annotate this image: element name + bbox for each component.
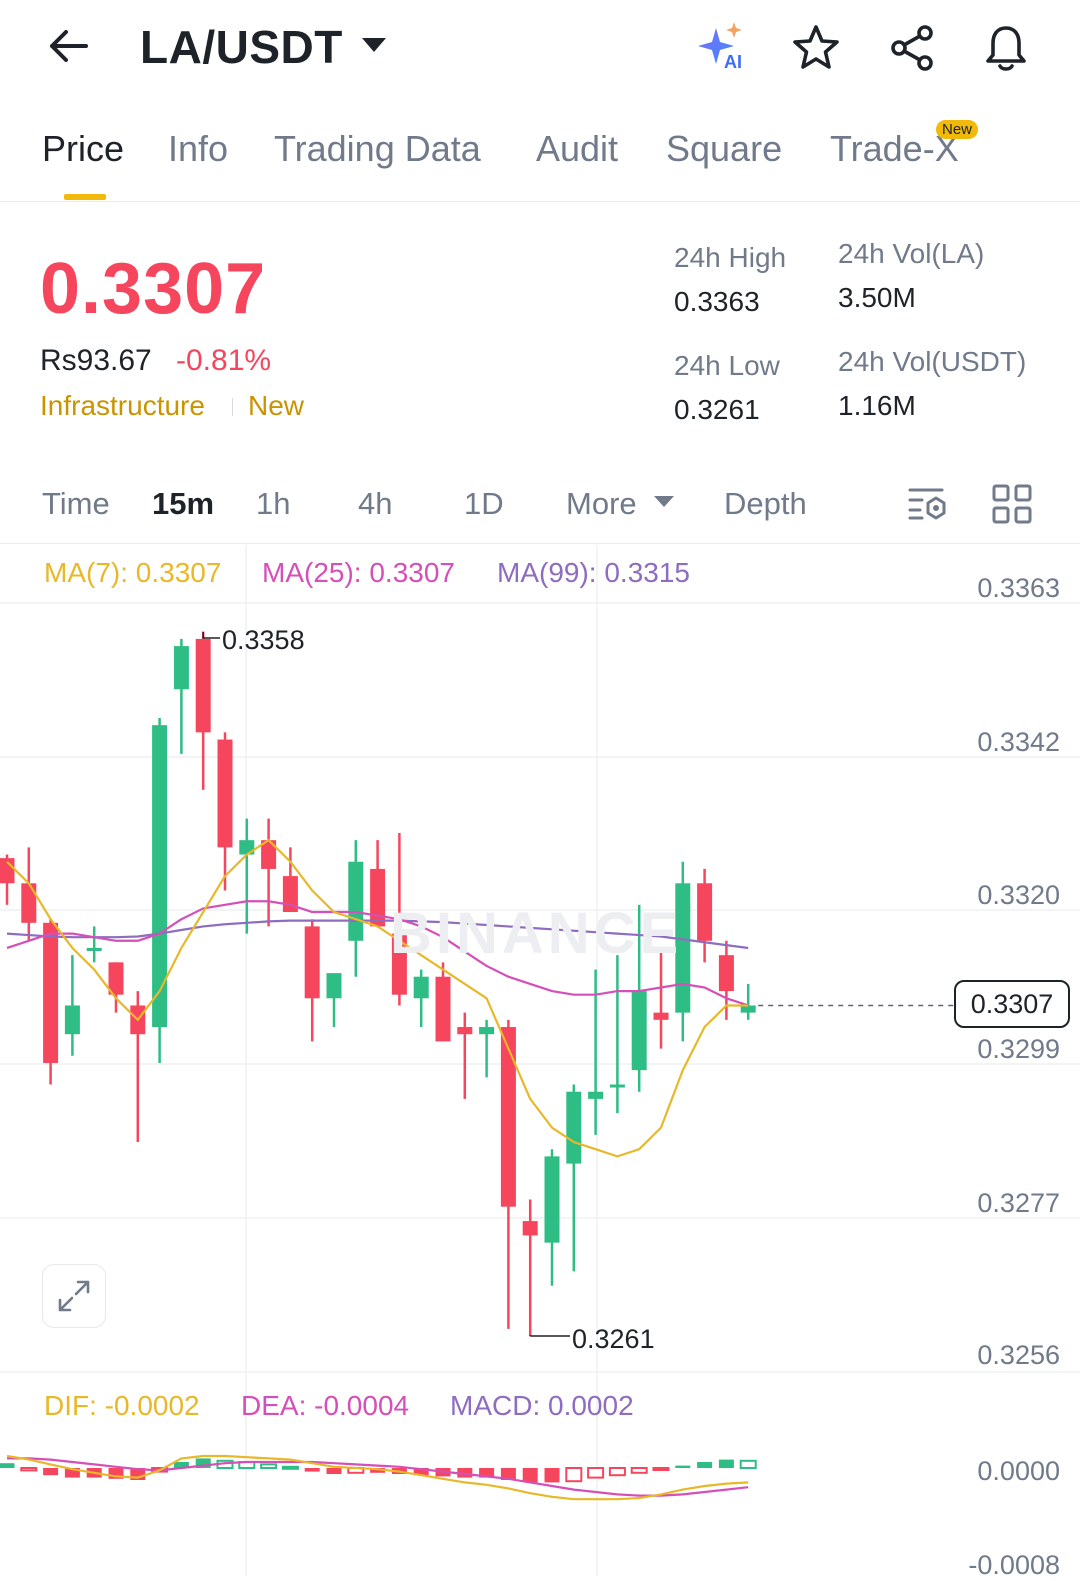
macd-histogram-bar (741, 1461, 756, 1468)
macd-histogram-bar (21, 1468, 36, 1470)
candle-body (370, 869, 385, 926)
candle-body (327, 973, 342, 998)
macd-histogram-bar (283, 1467, 298, 1469)
candle-body (566, 1092, 581, 1164)
price-axis-label: 0.3299 (977, 1034, 1060, 1065)
candle-body (545, 1156, 560, 1242)
price-axis-label: 0.3256 (977, 1340, 1060, 1371)
candle-body (348, 862, 363, 941)
candle-body (305, 926, 320, 998)
macd-histogram-bar (43, 1468, 58, 1475)
candle-body (610, 1085, 625, 1088)
macd-histogram-bar (545, 1468, 560, 1482)
high-annotation: 0.3358 (222, 625, 305, 656)
candle-body (479, 1027, 494, 1034)
candle-body (414, 977, 429, 999)
macd-axis-label: 0.0000 (977, 1456, 1060, 1487)
price-axis-label: 0.3320 (977, 880, 1060, 911)
candle-body (218, 740, 233, 848)
macd-histogram-bar (610, 1468, 625, 1475)
candle-body (632, 991, 647, 1070)
dif-line (7, 1456, 748, 1499)
candle-body (21, 883, 36, 923)
macd-histogram-bar (632, 1468, 647, 1473)
candle-body (87, 948, 102, 951)
candle-body (719, 955, 734, 991)
macd-histogram-bar (261, 1464, 276, 1468)
candle-body (174, 646, 189, 689)
macd-histogram-bar (654, 1468, 669, 1470)
candle-body (43, 923, 58, 1063)
macd-histogram-bar (697, 1462, 712, 1468)
macd-histogram-bar (305, 1468, 320, 1472)
macd-histogram-bar (675, 1466, 690, 1468)
candle-body (436, 977, 451, 1042)
price-axis-label: 0.3363 (977, 573, 1060, 604)
current-price-tag: 0.3307 (954, 980, 1070, 1028)
fullscreen-button[interactable] (42, 1264, 106, 1328)
macd-histogram-bar (327, 1468, 342, 1474)
low-annotation: 0.3261 (572, 1324, 655, 1355)
macd-histogram-bar (588, 1468, 603, 1478)
price-axis-label: 0.3277 (977, 1188, 1060, 1219)
macd-axis-label: -0.0008 (968, 1550, 1060, 1581)
macd-histogram-bar (523, 1468, 538, 1482)
high-leader-line (203, 632, 220, 638)
candle-body (457, 1027, 472, 1034)
macd-histogram-bar (0, 1463, 15, 1468)
candle-body (588, 1092, 603, 1099)
macd-value-legend: MACD: 0.0002 (450, 1390, 634, 1422)
price-axis-label: 0.3342 (977, 727, 1060, 758)
candle-body (196, 639, 211, 732)
macd-histogram-bar (566, 1468, 581, 1481)
dea-legend: DEA: -0.0004 (241, 1390, 409, 1422)
expand-icon (54, 1276, 94, 1316)
macd-histogram-bar (719, 1460, 734, 1468)
candle-body (65, 1005, 80, 1034)
candle-body (697, 883, 712, 940)
candle-body (654, 1013, 669, 1020)
dif-legend: DIF: -0.0002 (44, 1390, 200, 1422)
candle-body (523, 1221, 538, 1235)
binance-watermark: BINANCE (390, 900, 682, 967)
candle-body (501, 1027, 516, 1207)
